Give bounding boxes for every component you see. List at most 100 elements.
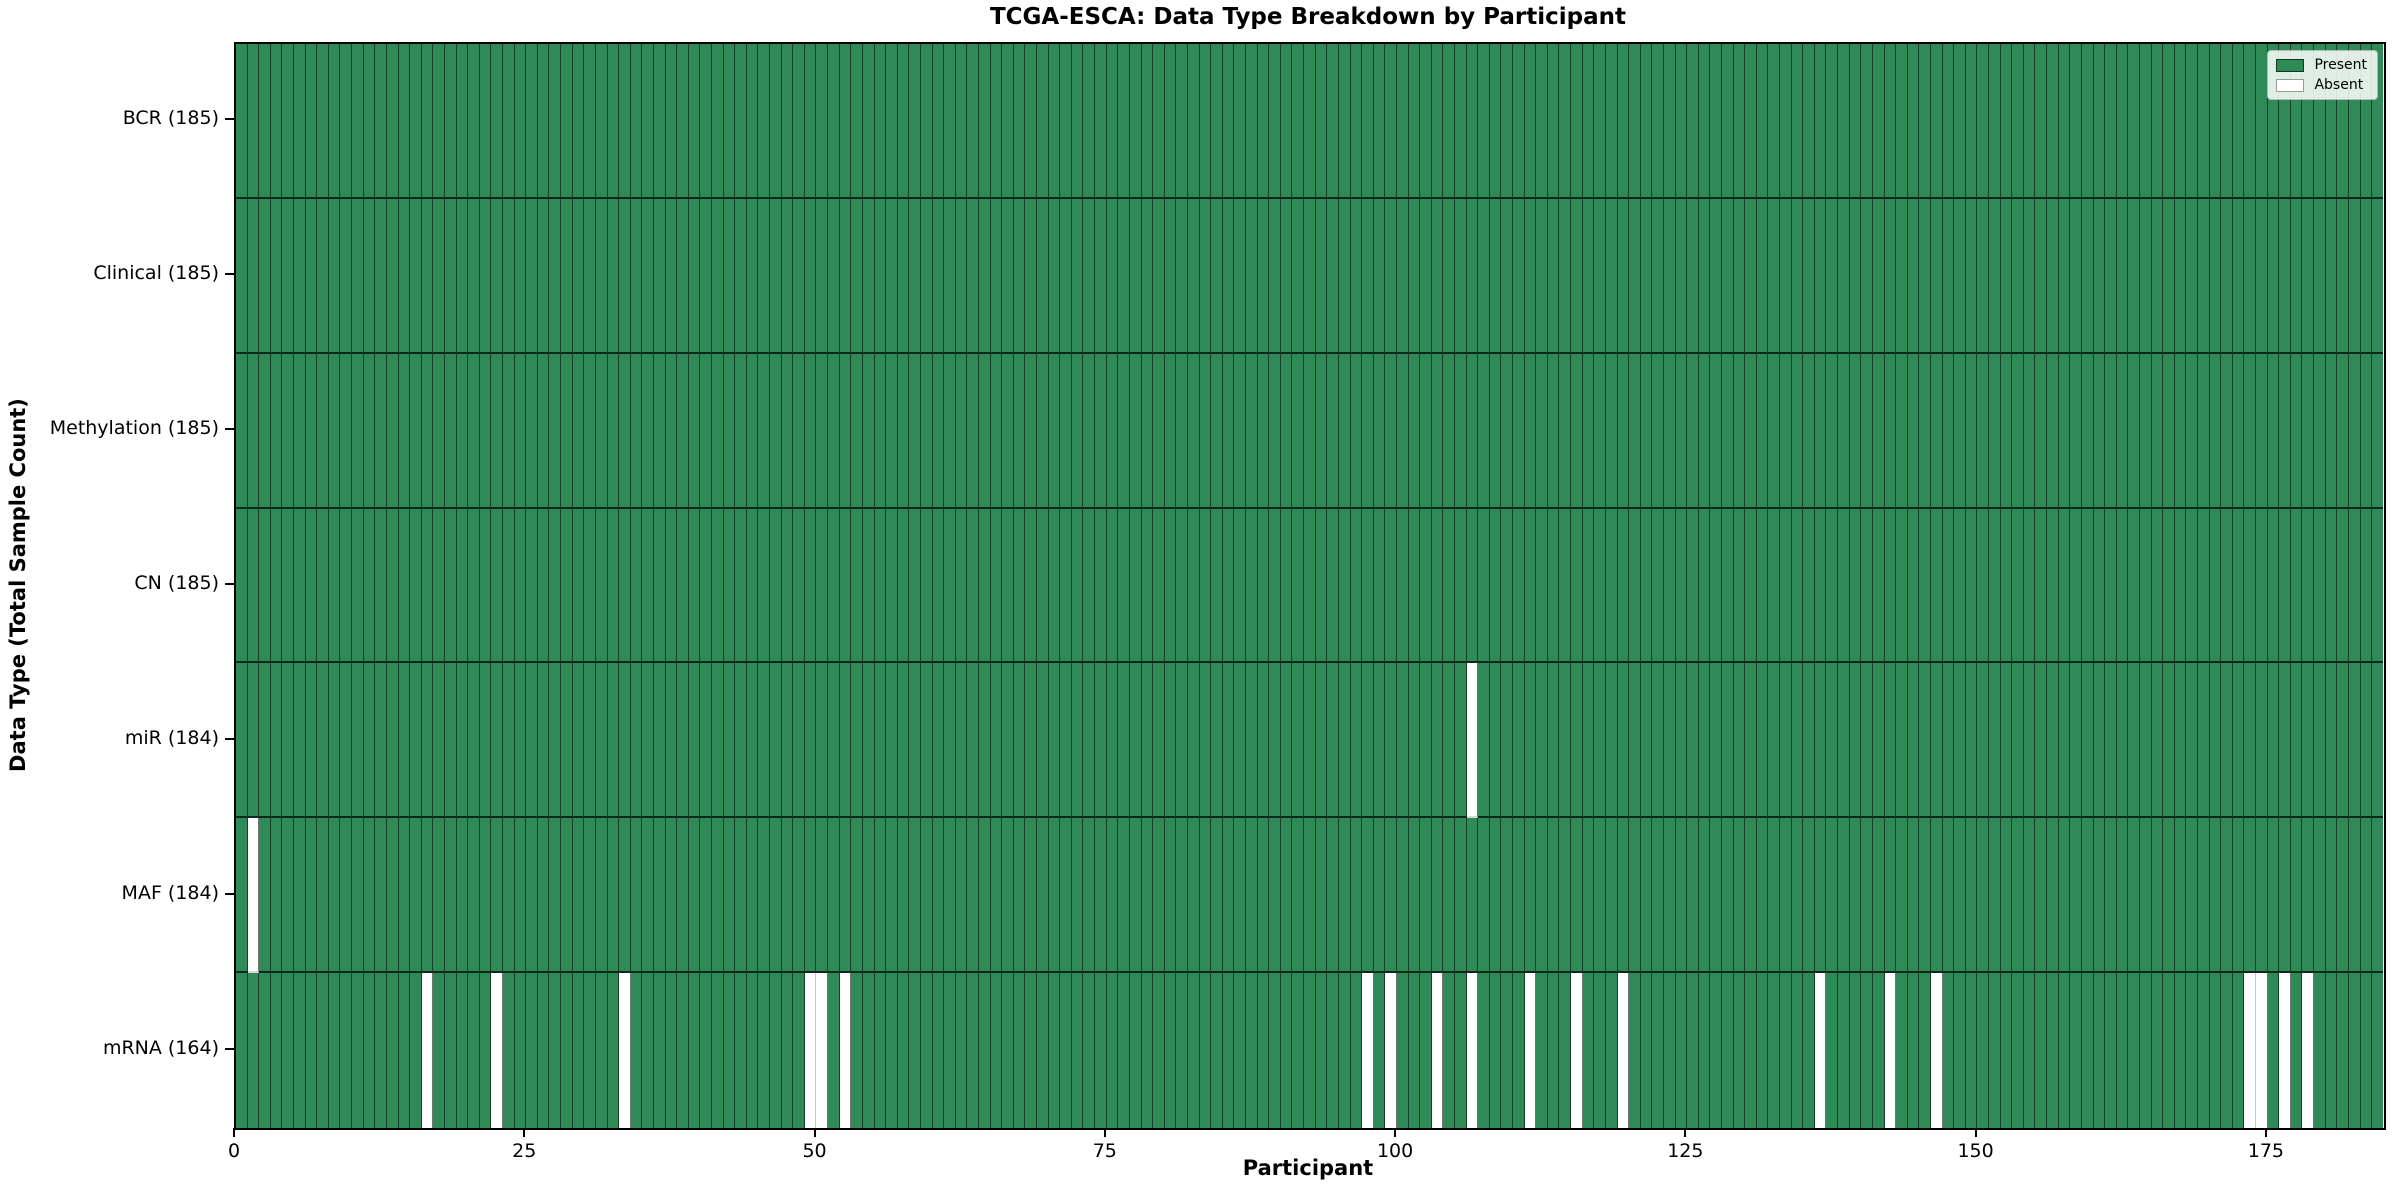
present-bar: [1640, 818, 1653, 974]
present-bar: [1710, 818, 1722, 974]
present-bar: [677, 353, 689, 509]
present-bar: [711, 663, 724, 819]
present-bar: [1663, 44, 1676, 199]
present-bar: [1687, 353, 1699, 509]
present-bar: [781, 508, 794, 664]
y-tick-mark: [225, 892, 234, 895]
present-bar: [317, 353, 329, 509]
present-bar: [1663, 818, 1676, 974]
present-bar: [1129, 973, 1142, 1129]
present-bar: [2035, 198, 2048, 354]
present-bar: [1211, 663, 1223, 819]
present-bar: [2232, 353, 2245, 509]
present-bar: [955, 973, 968, 1129]
present-bar: [1594, 353, 1606, 509]
present-bar: [1826, 818, 1839, 974]
present-bar: [247, 44, 260, 199]
present-bar: [1420, 818, 1432, 974]
present-bar: [1605, 973, 1618, 1129]
present-bar: [1687, 663, 1699, 819]
present-bar: [1571, 663, 1583, 819]
present-bar: [1745, 44, 1757, 199]
present-bar: [1501, 508, 1514, 664]
present-bar: [897, 818, 910, 974]
present-bar: [282, 44, 295, 199]
present-bar: [1733, 353, 1746, 509]
present-bar: [828, 818, 840, 974]
present-bar: [1373, 508, 1386, 664]
present-bar: [236, 973, 248, 1129]
present-bar: [1803, 44, 1815, 199]
present-bar: [1954, 198, 1966, 354]
present-bar: [398, 973, 411, 1129]
present-bar: [1745, 353, 1757, 509]
present-bar: [514, 198, 527, 354]
present-bar: [1872, 44, 1885, 199]
present-bar: [967, 198, 979, 354]
present-bar: [2244, 663, 2257, 819]
present-bar: [1373, 198, 1386, 354]
present-bar: [839, 663, 852, 819]
y-tick-label: Clinical (185): [93, 262, 219, 285]
present-bar: [1640, 973, 1653, 1129]
present-bar: [1768, 44, 1781, 199]
present-bar: [700, 663, 712, 819]
present-bar: [537, 353, 550, 509]
present-bar: [2348, 973, 2361, 1129]
present-bar: [2105, 44, 2117, 199]
present-bar: [479, 818, 492, 974]
present-bar: [1304, 818, 1316, 974]
present-bar: [1431, 508, 1444, 664]
present-bar: [2081, 198, 2094, 354]
present-bar: [2256, 353, 2268, 509]
present-bar: [2279, 198, 2291, 354]
present-bar: [1292, 663, 1305, 819]
present-bar: [1826, 198, 1839, 354]
present-bar: [1060, 353, 1072, 509]
present-bar: [2314, 973, 2326, 1129]
x-tick-mark: [233, 1128, 235, 1137]
present-bar: [561, 44, 573, 199]
present-bar: [1443, 973, 1455, 1129]
present-bar: [1420, 508, 1432, 664]
present-bar: [2186, 353, 2198, 509]
present-bar: [2302, 818, 2315, 974]
present-bar: [1269, 198, 1281, 354]
present-bar: [1071, 818, 1084, 974]
present-bar: [444, 353, 457, 509]
present-bar: [862, 663, 875, 819]
present-bar: [1466, 44, 1479, 199]
absent-bar: [1431, 973, 1444, 1129]
present-bar: [1234, 198, 1247, 354]
present-bar: [491, 198, 504, 354]
present-bar: [1315, 973, 1328, 1129]
present-bar: [723, 198, 736, 354]
present-bar: [282, 353, 295, 509]
present-bar: [2035, 818, 2048, 974]
present-bar: [1153, 198, 1165, 354]
absent-bar: [1466, 973, 1479, 1129]
present-bar: [2128, 818, 2140, 974]
present-bar: [2105, 198, 2117, 354]
present-bar: [444, 44, 457, 199]
present-bar: [2151, 353, 2164, 509]
present-bar: [456, 198, 469, 354]
present-bar: [2139, 44, 2152, 199]
present-bar: [1187, 353, 1200, 509]
present-bar: [491, 353, 504, 509]
present-bar: [1176, 663, 1188, 819]
present-bar: [1106, 353, 1119, 509]
present-bar: [2093, 44, 2106, 199]
present-bar: [920, 818, 933, 974]
present-bar: [746, 973, 759, 1129]
x-tick-label: 175: [2247, 1140, 2285, 1162]
present-bar: [503, 818, 515, 974]
present-bar: [537, 198, 550, 354]
present-bar: [1025, 198, 1038, 354]
present-bar: [1907, 818, 1920, 974]
present-bar: [1013, 44, 1026, 199]
present-bar: [433, 663, 445, 819]
present-bar: [317, 973, 329, 1129]
present-bar: [1722, 198, 1734, 354]
present-bar: [1257, 353, 1270, 509]
